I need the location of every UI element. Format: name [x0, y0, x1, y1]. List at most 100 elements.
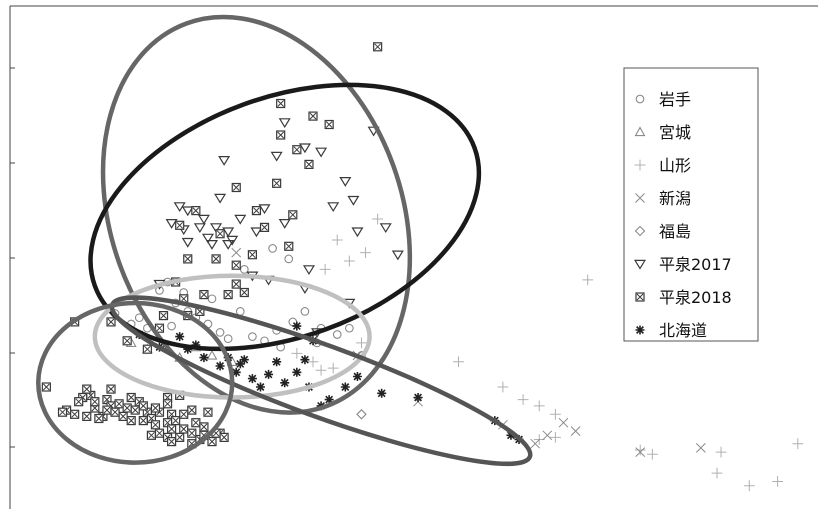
point-s2-13: [533, 400, 545, 412]
point-s5-18: [181, 237, 194, 248]
point-s6-16: [231, 260, 241, 270]
point-s3-4: [530, 438, 541, 449]
point-s6-29: [154, 323, 165, 333]
point-s6-8: [272, 178, 282, 188]
point-s6-19-cross: [184, 255, 192, 263]
legend-label-3: 新潟: [659, 189, 691, 208]
point-s6-22-cross: [232, 280, 240, 288]
point-s5-24: [379, 223, 392, 234]
point-s2-12: [517, 394, 529, 405]
point-s5-33: [197, 214, 210, 225]
point-s6-53-cross: [192, 419, 200, 427]
point-s6-50: [167, 424, 177, 434]
point-s6-0: [373, 42, 383, 52]
point-s6-4-cross: [277, 131, 285, 139]
point-s7-20: [324, 395, 334, 405]
point-s6-22: [231, 279, 241, 289]
point-s6-65-cross: [107, 385, 115, 393]
point-s5-10: [201, 233, 214, 244]
point-s6-13-cross: [216, 230, 224, 238]
point-s6-12: [191, 206, 201, 216]
point-s7-29: [255, 382, 265, 392]
point-s7-7: [247, 374, 257, 384]
point-s6-76-cross: [156, 429, 163, 437]
point-s7-9: [280, 378, 290, 388]
point-s2-21: [743, 480, 755, 492]
point-s6-89: [94, 413, 104, 424]
point-s6-70-cross: [127, 417, 135, 424]
point-s6-81-cross: [168, 438, 175, 445]
point-s6-9: [251, 206, 262, 216]
point-s6-21: [223, 290, 233, 300]
point-s6-87: [162, 399, 173, 409]
point-s6-2: [308, 111, 318, 121]
point-s6-31: [122, 336, 132, 346]
point-s5-21: [278, 219, 291, 229]
point-s5-32: [173, 202, 186, 213]
cluster-ellipses: [36, 14, 533, 467]
point-s5-4: [298, 143, 311, 154]
point-s6-87-cross: [164, 400, 171, 408]
point-s6-24-cross: [200, 291, 208, 298]
point-s0-19: [332, 330, 342, 339]
point-s5-26: [391, 250, 404, 261]
point-s6-52-cross: [188, 429, 196, 437]
point-s6-34-cross: [43, 383, 50, 391]
point-s6-60: [207, 437, 217, 447]
point-s3-0: [231, 247, 242, 258]
point-s2-17: [582, 274, 594, 286]
point-s2-10: [453, 356, 464, 368]
point-s6-2-cross: [309, 112, 317, 120]
point-s6-23: [239, 287, 249, 298]
point-s6-6: [304, 159, 314, 169]
point-s6-83-cross: [220, 434, 228, 441]
legend-marker-4: [634, 225, 646, 237]
point-s6-7: [231, 182, 241, 193]
point-s6-67-cross: [91, 398, 99, 406]
point-s6-38-cross: [115, 400, 123, 408]
point-s6-51-cross: [180, 425, 188, 433]
ellipse-hiraizumi-2017: [88, 82, 482, 352]
point-s6-72-cross: [188, 406, 196, 414]
point-s2-4: [331, 234, 343, 246]
point-s6-42: [130, 405, 140, 415]
point-s6-48: [150, 420, 161, 430]
legend-marker-3: [635, 193, 645, 203]
point-s2-2: [360, 247, 371, 258]
legend-marker-7: [635, 325, 645, 335]
point-s2-0: [319, 264, 331, 275]
legend-marker-2: [634, 159, 646, 171]
point-s6-6-cross: [305, 161, 313, 168]
point-s6-3-cross: [325, 121, 333, 128]
point-s6-59-cross: [71, 410, 78, 418]
point-s6-68-cross: [103, 406, 111, 414]
point-s6-65: [106, 384, 116, 394]
point-s6-41: [122, 403, 132, 413]
point-s6-4: [276, 130, 286, 140]
point-s6-51: [179, 424, 189, 434]
point-s7-5: [215, 361, 225, 371]
point-s6-71: [203, 407, 213, 417]
point-s5-19: [258, 204, 271, 215]
point-s6-14-cross: [261, 224, 268, 231]
point-s6-32: [106, 317, 116, 327]
point-s6-46: [138, 416, 148, 426]
point-s5-22: [327, 202, 340, 213]
point-s6-70: [126, 416, 136, 426]
legend-label-5: 平泉2017: [659, 255, 732, 274]
series-2: [291, 213, 804, 492]
point-s6-8-cross: [273, 179, 280, 187]
point-s7-14: [300, 355, 310, 365]
point-s6-23-cross: [240, 289, 248, 296]
point-s6-34: [41, 382, 51, 392]
point-s6-89-cross: [95, 415, 103, 422]
point-s6-72: [187, 405, 197, 415]
ellipse-hiraizumi-2018-lower: [36, 300, 235, 465]
point-s6-7-cross: [232, 184, 240, 191]
point-s6-90: [74, 397, 84, 407]
point-s7-6: [231, 367, 241, 377]
point-s6-5: [292, 145, 302, 155]
point-s3-9: [695, 443, 706, 453]
point-s6-3: [324, 119, 334, 130]
